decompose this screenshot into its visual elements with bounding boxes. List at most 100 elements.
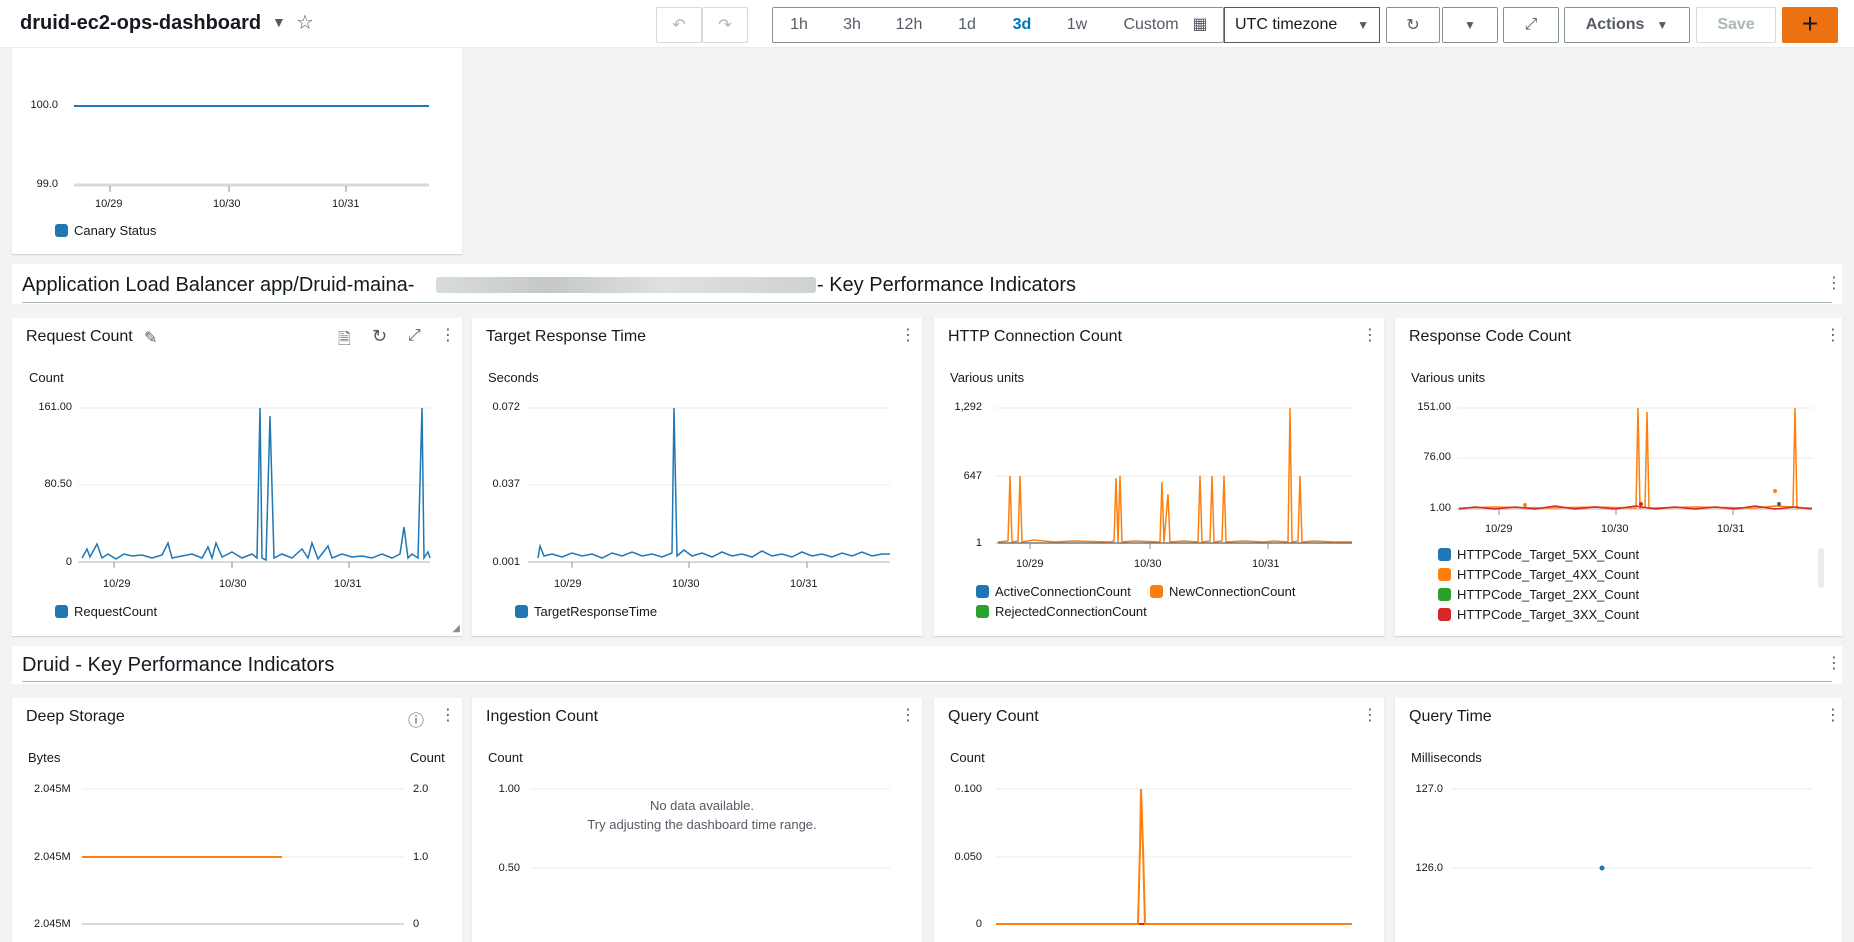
range-3h[interactable]: 3h [843,16,861,33]
info-icon[interactable]: ⓘ [408,713,425,730]
range-1d[interactable]: 1d [958,16,976,33]
edit-icon[interactable]: ✎ [144,330,158,347]
fullscreen-icon: ⤢ [1524,16,1538,33]
legend-item[interactable]: RejectedConnectionCount [976,604,1147,619]
redo-icon: ↷ [718,17,732,34]
legend-swatch [976,585,989,598]
ingestion-count-chart [530,788,890,869]
y-axis-label: Various units [1411,370,1486,385]
expand-icon[interactable]: ⤢ [408,327,421,344]
x-tick: 10/30 [1601,523,1629,535]
y-tick: 100.0 [30,99,58,111]
timezone-select[interactable]: UTC timezone ▼ [1224,7,1380,43]
http-connection-count-chart [996,407,1352,549]
y-tick: 0.072 [492,401,520,413]
section-divider [22,302,1832,303]
refresh-options-button[interactable]: ▼ [1442,7,1498,43]
x-tick: 10/29 [554,578,582,590]
request-count-series [81,407,431,562]
y-tick: 161.00 [38,401,72,413]
y-tick: 151.00 [1417,401,1451,413]
y-tick: 1 [975,537,982,549]
legend-swatch [55,605,68,618]
favorite-star-icon[interactable]: ☆ [296,12,314,34]
fullscreen-button[interactable]: ⤢ [1503,7,1559,43]
no-data-hint: Try adjusting the dashboard time range. [587,817,817,832]
data-point [1777,502,1781,506]
legend-item[interactable]: HTTPCode_Target_2XX_Count [1438,587,1639,602]
y-tick: 126.0 [1415,862,1443,874]
x-tick: 10/30 [213,198,241,210]
range-1w[interactable]: 1w [1066,16,1088,33]
response-code-count-chart [1457,407,1824,588]
range-custom[interactable]: Custom [1123,16,1179,33]
resize-handle-icon[interactable]: ◢ [452,623,460,634]
legend-label: HTTPCode_Target_4XX_Count [1457,567,1640,582]
data-point [1773,489,1777,493]
legend-label: HTTPCode_Target_3XX_Count [1457,607,1640,622]
y-tick: 0.100 [954,783,982,795]
canary-chart [74,105,429,192]
legend-item[interactable]: HTTPCode_Target_4XX_Count [1438,567,1639,582]
section-menu-icon[interactable]: ⋮ [1826,655,1842,672]
range-3d[interactable]: 3d [1012,16,1032,33]
deep-storage-widget: Deep Storage ⓘ ⋮ Bytes Count 2.045M 2.04… [12,698,462,942]
legend-item[interactable]: RequestCount [55,604,157,619]
legend-label: NewConnectionCount [1169,584,1296,599]
y-axis-label: Seconds [488,370,539,385]
3xx-series [1458,505,1813,510]
widget-title: Query Time [1409,708,1492,725]
legend-label: TargetResponseTime [534,604,658,619]
no-data-message: No data available. Try adjusting the das… [532,796,872,834]
legend-item[interactable]: HTTPCode_Target_3XX_Count [1438,607,1639,622]
y-tick: 76.00 [1423,451,1451,463]
x-tick: 10/31 [1252,558,1280,570]
x-tick: 10/29 [1485,523,1513,535]
x-tick: 10/30 [219,578,247,590]
legend-item[interactable]: ActiveConnectionCount [976,584,1131,599]
y-tick-right: 0 [413,918,420,930]
http-connection-count-widget: HTTP Connection Count ⋮ Various units 1,… [934,318,1384,636]
x-tick: 10/31 [790,578,818,590]
legend-item[interactable]: TargetResponseTime [515,604,657,619]
range-1h[interactable]: 1h [790,16,808,33]
refresh-icon[interactable]: ↻ [372,326,388,346]
x-tick: 10/29 [1016,558,1044,570]
document-icon[interactable]: 🗎 [338,331,351,348]
legend-swatch [1438,548,1451,561]
calendar-icon[interactable]: ▦ [1192,16,1208,33]
y-axis-label: Count [950,750,985,765]
query-count-series [996,788,1352,925]
section-menu-icon[interactable]: ⋮ [1826,275,1842,292]
4xx-series [1458,407,1812,509]
legend-label: Canary Status [74,223,157,238]
y-tick: 647 [963,470,982,482]
target-response-time-widget: Target Response Time ⋮ Seconds 0.072 0.0… [472,318,922,636]
widget-title: HTTP Connection Count [948,328,1123,345]
dashboard-switcher-caret-icon[interactable]: ▼ [272,14,286,30]
canary-status-widget: 100.0 99.0 10/29 10/30 10/31 Canary Stat… [12,48,462,254]
add-widget-button[interactable]: + [1782,7,1838,43]
legend-item[interactable]: HTTPCode_Target_5XX_Count [1438,547,1639,562]
legend-item[interactable]: NewConnectionCount [1150,584,1295,599]
data-point [1523,503,1527,507]
legend-label: HTTPCode_Target_2XX_Count [1457,587,1640,602]
actions-label: Actions [1585,16,1645,33]
actions-button[interactable]: Actions ▼ [1564,7,1690,43]
y-tick: 0 [65,556,72,568]
y-tick: 2.045M [34,851,71,863]
undo-button[interactable]: ↶ [656,7,702,43]
save-button[interactable]: Save [1696,7,1776,43]
redo-button[interactable]: ↷ [702,7,748,43]
query-count-widget: Query Count ⋮ Count 0.100 0.050 0 [934,698,1384,942]
ingestion-count-widget: Ingestion Count ⋮ Count 1.00 0.50 No dat… [472,698,922,942]
refresh-button[interactable]: ↻ [1386,7,1440,43]
legend-swatch [1438,608,1451,621]
x-tick: 10/30 [1134,558,1162,570]
legend-item[interactable]: Canary Status [55,223,156,238]
y-tick: 1.00 [1429,502,1451,514]
legend-swatch [1438,568,1451,581]
dashboard-title[interactable]: druid-ec2-ops-dashboard [20,12,262,34]
range-12h[interactable]: 12h [895,16,923,33]
alb-section-title-suffix: - Key Performance Indicators [817,274,1076,296]
